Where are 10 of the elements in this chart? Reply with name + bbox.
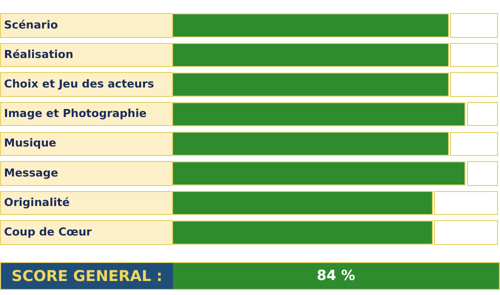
y-tick-label: Image et Photographie — [4, 107, 147, 120]
y-tick-label: Scénario — [4, 18, 58, 32]
text: 84 % — [173, 263, 499, 289]
y-tick-label: Musique — [4, 136, 56, 150]
y-tick-label: Coup de Cœur — [4, 225, 92, 238]
y-tick-label: Originalité — [4, 196, 70, 209]
y-tick-label: Choix et Jeu des acteurs — [4, 77, 155, 90]
text: SCORE GENERAL : — [1, 263, 173, 289]
y-tick-label: Réalisation — [4, 48, 74, 61]
y-tick-label: Message — [4, 166, 58, 180]
